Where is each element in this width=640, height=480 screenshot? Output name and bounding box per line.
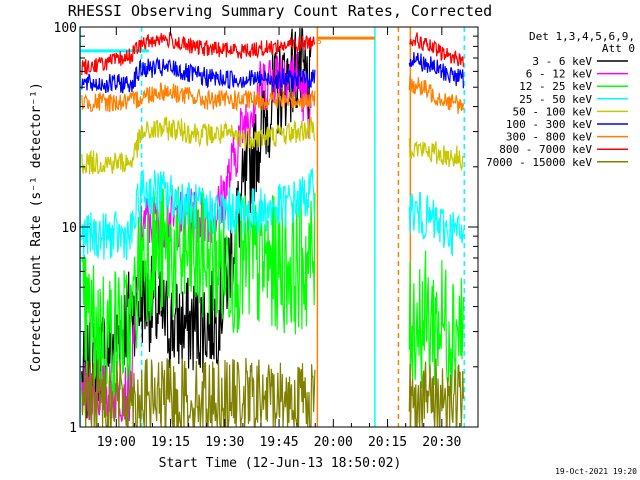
legend-label-4: 50 - 100 keV (513, 105, 593, 118)
legend-label-3: 25 - 50 keV (519, 93, 592, 106)
series-7 (81, 32, 464, 76)
legend-label-8: 7000 - 15000 keV (486, 156, 592, 169)
x-tick-label-5: 20:15 (368, 435, 407, 450)
series-8 (81, 357, 464, 429)
x-tick-label-0: 19:00 (97, 435, 136, 450)
legend-label-6: 300 - 800 keV (506, 131, 592, 144)
legend-label-7: 800 - 7000 keV (499, 143, 592, 156)
series-2 (81, 186, 464, 398)
series-line-2 (81, 186, 464, 398)
chart-title: RHESSI Observing Summary Count Rates, Co… (68, 2, 492, 20)
y-tick-label-2: 100 (54, 21, 77, 36)
series-4 (81, 116, 464, 175)
legend-header-1: Att 0 (602, 42, 635, 55)
series-5 (81, 52, 464, 94)
legend-label-0: 3 - 6 keV (532, 55, 592, 68)
series-line-4 (81, 116, 464, 175)
x-tick-label-6: 20:30 (422, 435, 461, 450)
legend-label-5: 100 - 300 keV (506, 118, 592, 131)
series-6 (81, 75, 464, 114)
legend-label-2: 12 - 25 keV (519, 80, 592, 93)
series-line-6 (81, 75, 464, 114)
legend-label-1: 6 - 12 keV (526, 68, 593, 81)
legend-header-0: Det 1,3,4,5,6,9, (529, 30, 635, 43)
x-tick-label-4: 20:00 (314, 435, 353, 450)
series-layer (81, 27, 464, 429)
x-axis-label: Start Time (12-Jun-13 18:50:02) (159, 456, 402, 471)
x-tick-label-2: 19:30 (205, 435, 244, 450)
series-line-8 (81, 357, 464, 429)
footer-date: 19-Oct-2021 19:20 (555, 467, 637, 476)
y-tick-label-0: 1 (69, 421, 77, 436)
series-line-5 (81, 52, 464, 94)
series-line-3 (81, 168, 464, 261)
axes: 19:00 19:15 19:30 19:45 20:00 20:15 20:30 1 10 10… (54, 21, 479, 450)
x-tick-label-3: 19:45 (259, 435, 298, 450)
series-line-7 (81, 32, 464, 76)
y-tick-label-1: 10 (61, 221, 77, 236)
series-3 (81, 168, 464, 261)
y-axis-label: Corrected Count Rate (s⁻¹ detector⁻¹) (29, 82, 44, 372)
flag-label-1: S (316, 36, 322, 47)
x-tick-label-1: 19:15 (151, 435, 190, 450)
